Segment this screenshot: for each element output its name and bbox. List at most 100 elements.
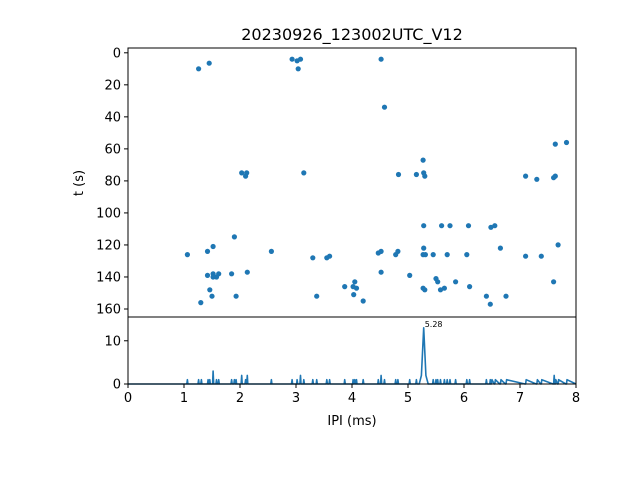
y-tick-label: 140	[96, 270, 121, 285]
y-tick-label: 0	[113, 46, 121, 61]
scatter-point	[327, 253, 333, 259]
scatter-point	[209, 293, 215, 299]
scatter-point	[342, 284, 348, 290]
scatter-point	[487, 301, 493, 307]
scatter-point	[407, 272, 413, 278]
x-tick-label: 4	[348, 391, 356, 406]
y-tick-label: 20	[104, 78, 121, 93]
scatter-point	[430, 252, 436, 258]
scatter-point	[447, 223, 453, 229]
x-tick-label: 7	[516, 391, 524, 406]
scatter-point	[552, 173, 558, 179]
scatter-point	[206, 60, 212, 66]
peak-annotation: 5.28	[425, 320, 443, 329]
scatter-point	[378, 269, 384, 275]
scatter-point	[239, 170, 245, 176]
scatter-point	[422, 252, 428, 258]
scatter-point	[295, 66, 301, 72]
histogram-plot-frame	[127, 316, 577, 385]
y-tick-label: 40	[104, 110, 121, 125]
scatter-point	[233, 293, 239, 299]
scatter-point	[360, 298, 366, 304]
x-tick-label: 0	[124, 391, 132, 406]
x-tick-label: 3	[292, 391, 300, 406]
scatter-point	[207, 287, 213, 293]
scatter-point	[503, 293, 509, 299]
scatter-point	[289, 56, 295, 62]
scatter-point	[492, 223, 498, 229]
y-axis-ticks: 0 20 40 60 80 100 120 140 160	[96, 46, 128, 317]
y-tick-label: 120	[96, 238, 121, 253]
scatter-point	[453, 279, 459, 285]
scatter-point	[441, 285, 447, 291]
x-tick-label: 6	[460, 391, 468, 406]
scatter-point	[301, 170, 307, 176]
scatter-point	[352, 279, 358, 285]
scatter-point	[395, 171, 402, 178]
scatter-point	[196, 66, 202, 72]
scatter-point	[422, 173, 428, 179]
scatter-point	[395, 248, 401, 254]
scatter-point	[538, 253, 544, 259]
chart-title: 20230926_123002UTC_V12	[241, 25, 463, 45]
x-tick-label: 5	[404, 391, 412, 406]
scatter-point	[204, 248, 211, 254]
scatter-point	[378, 248, 384, 254]
scatter-point	[421, 245, 427, 251]
x-tick-label: 8	[572, 391, 580, 406]
scatter-point	[555, 242, 561, 248]
y-tick-label: 100	[96, 206, 121, 221]
scatter-point	[437, 287, 444, 293]
scatter-point	[464, 252, 470, 258]
scatter-point	[210, 274, 216, 280]
histogram-y-ticks: 0 10	[104, 334, 128, 393]
scatter-point	[229, 271, 235, 277]
x-tick-label: 2	[236, 391, 244, 406]
scatter-point	[216, 271, 222, 277]
scatter-point	[563, 139, 570, 146]
scatter-point	[381, 104, 388, 110]
scatter-point	[435, 279, 441, 285]
scatter-point	[198, 300, 204, 306]
scatter-point	[523, 253, 529, 259]
scatter-point	[439, 223, 445, 229]
scatter-point	[243, 173, 249, 179]
scatter-points	[184, 56, 570, 307]
scatter-point	[421, 223, 427, 229]
scatter-point	[552, 141, 558, 147]
y-tick-label: 160	[96, 302, 121, 317]
scatter-point	[314, 293, 320, 299]
scatter-point	[310, 255, 316, 261]
y-axis-label: t (s)	[72, 170, 87, 196]
scatter-point	[413, 171, 419, 178]
scatter-point	[422, 287, 428, 293]
x-axis-label: IPI (ms)	[327, 414, 376, 429]
scatter-point	[483, 293, 489, 299]
x-axis-ticks: 0 1 2 3 4 5 6 7 8	[124, 384, 580, 406]
y-tick-label: 0	[113, 378, 121, 393]
scatter-point	[488, 224, 494, 230]
y-tick-label: 60	[104, 142, 121, 157]
scatter-point	[467, 284, 473, 290]
y-tick-label: 10	[104, 334, 121, 349]
scatter-point	[551, 279, 557, 285]
scatter-point	[268, 248, 274, 254]
scatter-point	[351, 292, 357, 298]
scatter-point	[497, 245, 503, 251]
histogram-panel: 5.28 0 10 0 1 2 3 4 5 6 7 8 IPI (ms)	[104, 316, 580, 429]
scatter-point	[297, 56, 304, 62]
scatter-point	[444, 252, 450, 258]
scatter-point	[523, 173, 529, 179]
y-tick-label: 80	[104, 174, 121, 189]
scatter-point	[465, 223, 472, 229]
scatter-point	[210, 243, 216, 250]
scatter-point	[244, 269, 250, 275]
x-tick-label: 1	[180, 391, 188, 406]
scatter-point	[378, 56, 384, 62]
scatter-point	[204, 272, 211, 278]
scatter-point	[420, 157, 426, 163]
scatter-point	[353, 285, 360, 291]
scatter-point	[231, 234, 237, 240]
scatter-point	[534, 176, 540, 182]
